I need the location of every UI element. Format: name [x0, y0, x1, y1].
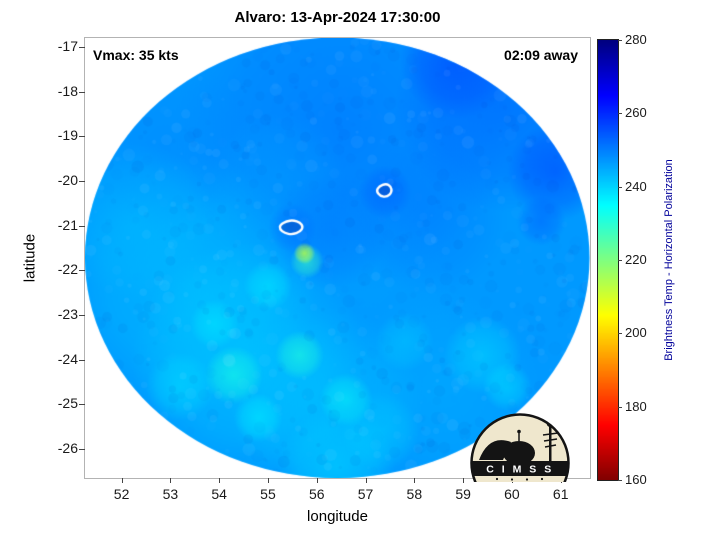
- cimss-logo: C I M S S: [470, 413, 570, 482]
- x-tick-mark: [316, 478, 318, 483]
- y-tick-label: -23: [57, 305, 78, 322]
- x-tick-label: 61: [552, 486, 569, 502]
- x-tick-label: 52: [113, 486, 130, 502]
- y-tick-label: -22: [57, 261, 78, 278]
- colorbar-tick-label: 280: [625, 32, 647, 47]
- logo-dot: [525, 478, 529, 481]
- y-tick-label: -26: [57, 439, 78, 456]
- y-tick-mark: [79, 91, 85, 93]
- x-tick-label: 57: [357, 486, 374, 502]
- colorbar-tick-mark: [618, 186, 622, 188]
- x-tick-mark: [365, 478, 367, 483]
- vmax-annotation: Vmax: 35 kts: [93, 47, 179, 63]
- chart-title: Alvaro: 13-Apr-2024 17:30:00: [234, 9, 441, 26]
- x-tick-label: 59: [455, 486, 471, 502]
- x-tick-label: 58: [406, 486, 423, 502]
- colorbar-tick-mark: [618, 406, 622, 408]
- x-tick-mark: [170, 478, 172, 483]
- eta-annotation: 02:09 away: [504, 47, 578, 63]
- colorbar-tick-label: 220: [625, 252, 647, 267]
- y-tick-mark: [79, 404, 85, 406]
- logo-border: [470, 413, 570, 482]
- x-tick-mark: [219, 478, 221, 483]
- colorbar-tick-mark: [618, 260, 622, 261]
- x-tick-mark: [414, 478, 416, 483]
- y-tick-mark: [79, 46, 85, 48]
- dome-antenna-tip: [517, 429, 521, 434]
- logo-text: C I M S S: [486, 464, 553, 476]
- x-tick-mark: [267, 478, 269, 483]
- x-tick-label: 53: [162, 486, 179, 502]
- colorbar-tick-mark: [618, 113, 622, 115]
- y-tick-mark: [79, 225, 85, 227]
- colorbar-tick-mark: [618, 40, 622, 41]
- colorbar-tick-label: 260: [625, 105, 647, 121]
- x-tick-mark: [463, 478, 465, 483]
- y-tick-label: -24: [57, 350, 78, 367]
- logo-dot: [495, 477, 499, 481]
- radome-dome-icon: [503, 441, 535, 465]
- tower-crossbars-icon: [542, 432, 559, 448]
- x-axis-label: longitude: [307, 508, 368, 525]
- y-tick-label: -17: [57, 37, 78, 54]
- x-tick-label: 55: [260, 486, 276, 502]
- colorbar-tick-label: 160: [625, 472, 647, 487]
- colorbar-tick-mark: [618, 333, 622, 335]
- colorbar-gradient: [598, 40, 618, 480]
- y-tick-label: -21: [57, 216, 78, 233]
- y-tick-mark: [79, 180, 85, 182]
- x-tick-mark: [121, 478, 123, 483]
- x-tick-label: 60: [504, 486, 520, 502]
- satellite-brightness-image: [85, 38, 590, 478]
- x-tick-label: 54: [211, 486, 227, 502]
- colorbar-tick-label: 200: [625, 325, 647, 341]
- logo-dot: [510, 478, 514, 481]
- y-tick-mark: [79, 136, 85, 138]
- colorbar-tick-label: 180: [625, 398, 647, 414]
- y-tick-label: -25: [57, 395, 78, 412]
- x-tick-label: 56: [308, 486, 325, 502]
- y-tick-label: -19: [57, 127, 78, 144]
- dish-icon: [479, 440, 511, 460]
- colorbar-tick-mark: [618, 480, 622, 481]
- y-tick-label: -20: [57, 171, 78, 188]
- colorbar: [597, 39, 619, 481]
- colorbar-tick-label: 240: [625, 178, 647, 194]
- logo-dot: [540, 477, 544, 481]
- y-tick-mark: [79, 314, 85, 316]
- colorbar-label: Brightness Temp - Horizontal Polarizatio…: [663, 159, 675, 361]
- y-tick-mark: [79, 448, 85, 450]
- y-tick-mark: [79, 359, 85, 361]
- logo-band: [471, 461, 569, 476]
- y-tick-label: -18: [57, 82, 78, 99]
- tower-mast-icon: [549, 426, 552, 462]
- plot-area: [84, 37, 591, 479]
- y-tick-mark: [79, 270, 85, 272]
